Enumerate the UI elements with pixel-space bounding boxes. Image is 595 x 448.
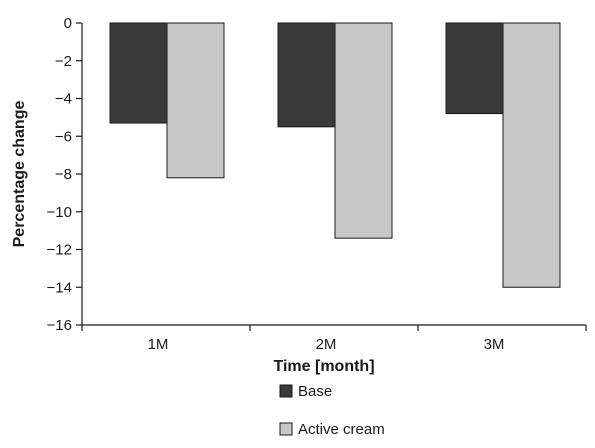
legend-label-base: Base: [298, 383, 332, 400]
bar-base-2M: [277, 22, 336, 128]
y-tick-label: −4: [55, 91, 72, 108]
y-tick-label: −8: [55, 166, 72, 183]
y-tick-label: −10: [47, 204, 72, 221]
bar-base-3M: [445, 22, 504, 115]
y-axis: 0 −2 −4 −6 −8 −10 −12 −14 −16: [47, 15, 83, 334]
bar-active-cream-3M: [502, 22, 561, 288]
legend-swatch-active-cream: [279, 422, 293, 436]
x-tick-label: 3M: [484, 336, 505, 353]
legend-swatch-base: [279, 384, 293, 398]
bar-base-1M: [109, 22, 168, 124]
y-tick-label: −14: [47, 279, 72, 296]
y-tick-label: −16: [47, 317, 72, 334]
bars: [109, 22, 561, 288]
bar-active-cream-2M: [334, 22, 393, 239]
y-tick-label: −6: [55, 128, 72, 145]
legend-label-active-cream: Active cream: [298, 421, 385, 438]
legend: Base Active cream: [279, 383, 385, 438]
y-tick-label: 0: [64, 15, 72, 32]
y-tick-label: −12: [47, 242, 72, 259]
x-axis: 1M 2M 3M: [81, 324, 587, 353]
x-axis-title: Time [month]: [273, 358, 374, 375]
x-tick-label: 1M: [148, 336, 169, 353]
y-tick-label: −2: [55, 53, 72, 70]
bar-active-cream-1M: [166, 22, 225, 179]
y-axis-title: Percentage change: [11, 101, 28, 248]
x-tick-label: 2M: [316, 336, 337, 353]
